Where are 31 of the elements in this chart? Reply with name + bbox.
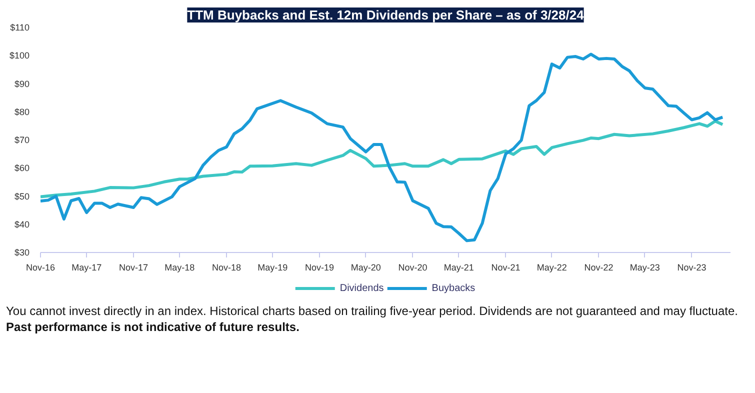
- y-tick-label: $50: [14, 191, 30, 202]
- x-tick-label: May-23: [630, 262, 660, 272]
- text: Past performance is not indicative of future results.: [6, 320, 300, 334]
- chart-title: TTM Buybacks and Est. 12m Dividends per Share – as of 3/28/24: [187, 8, 585, 22]
- text: You cannot invest directly in an index. Historical charts based on trailing five-year period. Dividends are not guaranteed and may fluctuate.: [6, 304, 738, 318]
- x-tick-label: May-18: [164, 262, 195, 272]
- x-tick-label: Nov-17: [118, 262, 148, 272]
- y-tick-label: $60: [14, 163, 30, 174]
- y-tick-label: $80: [14, 106, 30, 117]
- line-series: [40, 120, 724, 198]
- x-tick-label: Nov-22: [584, 262, 614, 272]
- x-tick-label: Nov-16: [26, 262, 56, 272]
- y-tick-label: $40: [14, 219, 30, 230]
- x-tick-label: Nov-23: [677, 262, 706, 272]
- x-tick-label: Nov-21: [491, 262, 520, 272]
- x-tick-label: May-17: [72, 262, 102, 272]
- legend-label: Buybacks: [432, 282, 476, 294]
- y-tick-label: $90: [14, 78, 30, 89]
- y-tick-label: $110: [10, 22, 30, 32]
- x-tick-label: May-22: [536, 262, 567, 272]
- x-tick-label: May-19: [258, 262, 288, 272]
- legend-label: Dividends: [340, 282, 384, 294]
- y-tick-label: $100: [9, 50, 30, 61]
- x-tick-label: May-21: [444, 262, 474, 272]
- x-tick-label: Nov-19: [305, 262, 334, 272]
- x-tick-label: Nov-18: [212, 262, 242, 272]
- line-series: [40, 52, 724, 242]
- x-tick-label: Nov-20: [398, 262, 428, 272]
- y-tick-label: $70: [14, 135, 30, 145]
- y-tick-label: $30: [14, 248, 30, 258]
- x-tick-label: May-20: [350, 262, 381, 272]
